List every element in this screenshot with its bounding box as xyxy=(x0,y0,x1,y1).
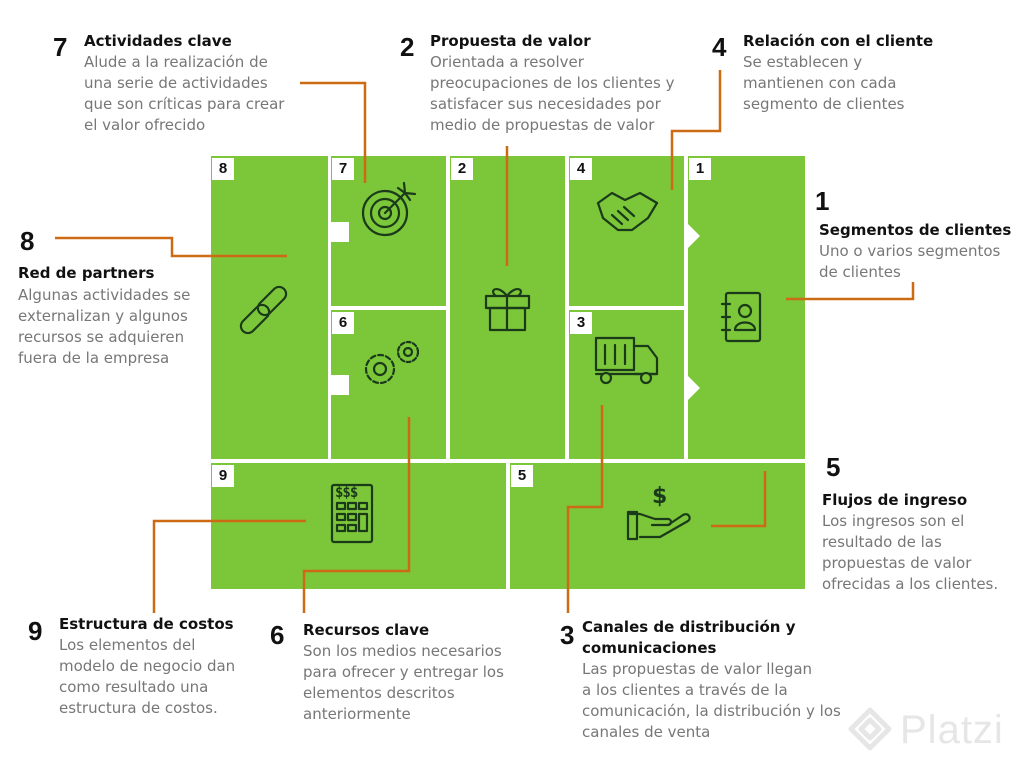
money-dollar-glyph: $ xyxy=(652,484,667,509)
callout-desc-2: Orientada a resolver preocupaciones de l… xyxy=(430,52,674,136)
leader-line-1 xyxy=(786,282,913,299)
callout-desc-8: Algunas actividades se externalizan y al… xyxy=(18,285,190,369)
block-tag-4: 4 xyxy=(570,158,592,180)
callout-title-8: Red de partners xyxy=(18,263,154,284)
block-tag-6: 6 xyxy=(332,312,354,334)
callout-title-5: Flujos de ingreso xyxy=(822,490,967,511)
block-tag-2: 2 xyxy=(451,158,473,180)
platzi-watermark: Platzi xyxy=(900,708,1004,753)
callout-title-4: Relación con el cliente xyxy=(743,31,933,52)
block-tag-8: 8 xyxy=(212,158,234,180)
callout-title-2: Propuesta de valor xyxy=(430,31,591,52)
callout-desc-3: Las propuestas de valor llegan a los cli… xyxy=(582,659,841,743)
callout-title-9: Estructura de costos xyxy=(59,614,234,635)
callout-desc-1: Uno o varios segmentos de clientes xyxy=(819,241,1000,283)
callout-number-4: 4 xyxy=(712,34,726,60)
platzi-logo-icon xyxy=(845,706,895,756)
block-1-background xyxy=(688,156,805,459)
callout-title-7: Actividades clave xyxy=(84,31,232,52)
callout-desc-6: Son los medios necesarios para ofrecer y… xyxy=(303,641,504,725)
block-tag-3: 3 xyxy=(570,312,592,334)
callout-desc-9: Los elementos del modelo de negocio dan … xyxy=(59,635,235,719)
block-tag-1: 1 xyxy=(689,158,711,180)
callout-desc-7: Alude a la realización de una serie de a… xyxy=(84,52,284,136)
calculator-display-glyph: $$$ xyxy=(335,485,357,501)
callout-number-7: 7 xyxy=(53,34,67,60)
block-tag-9: 9 xyxy=(212,465,234,487)
callout-number-1: 1 xyxy=(815,188,829,214)
block-8-background xyxy=(211,156,328,459)
callout-title-3: Canales de distribución y comunicaciones xyxy=(582,617,795,659)
callout-number-9: 9 xyxy=(28,618,42,644)
block-tag-7: 7 xyxy=(332,158,354,180)
block-tag-5: 5 xyxy=(511,465,533,487)
callout-number-8: 8 xyxy=(20,228,34,254)
callout-desc-5: Los ingresos son el resultado de las pro… xyxy=(822,511,998,595)
callout-number-5: 5 xyxy=(826,454,840,480)
callout-title-6: Recursos clave xyxy=(303,620,429,641)
callout-desc-4: Se establecen y mantienen con cada segme… xyxy=(743,52,905,115)
callout-number-6: 6 xyxy=(270,622,284,648)
callout-number-3: 3 xyxy=(560,622,574,648)
callout-title-1: Segmentos de clientes xyxy=(819,220,1011,241)
callout-number-2: 2 xyxy=(400,34,414,60)
